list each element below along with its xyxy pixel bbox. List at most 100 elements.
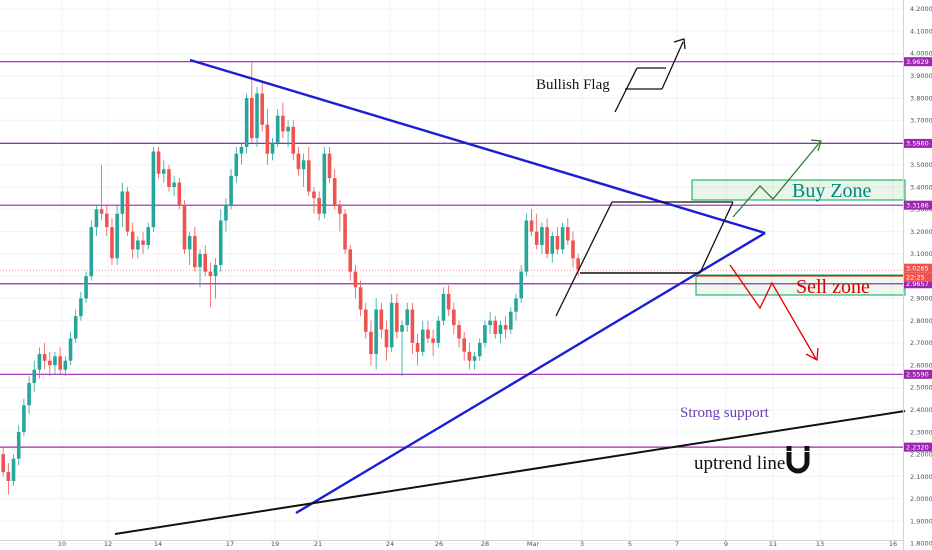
time-tick-label: 21 bbox=[314, 540, 322, 548]
candle-body bbox=[22, 405, 26, 432]
flag-icon-pole bbox=[614, 67, 638, 113]
price-tick-label: 2.1000 bbox=[910, 473, 932, 481]
candle-body bbox=[37, 354, 42, 370]
candle-body bbox=[576, 258, 580, 270]
candle-body bbox=[514, 298, 518, 312]
candle-body bbox=[550, 236, 555, 254]
price-tick-label: 4.0000 bbox=[910, 50, 932, 58]
buy-path[interactable] bbox=[732, 141, 821, 218]
time-tick-label: 9 bbox=[724, 540, 728, 548]
sell-path[interactable] bbox=[729, 264, 817, 360]
candle-body bbox=[384, 329, 389, 348]
candle-body bbox=[431, 338, 435, 343]
buy-arrow-head bbox=[810, 139, 822, 152]
candle-body bbox=[250, 97, 254, 139]
candle-countdown-label: 22:25 bbox=[906, 274, 925, 282]
candle-body bbox=[151, 151, 156, 228]
level-price-label-bg bbox=[904, 369, 932, 379]
candle-body bbox=[141, 240, 145, 245]
level-price-label-bg bbox=[904, 279, 932, 289]
uptrend-line[interactable] bbox=[114, 410, 906, 535]
current-price-label: 3.0265 bbox=[906, 265, 929, 273]
candle-body bbox=[467, 351, 472, 361]
candle-body bbox=[389, 302, 394, 348]
candle-body bbox=[483, 325, 487, 343]
time-tick-label: 24 bbox=[386, 540, 394, 548]
time-axis[interactable]: 10 12 14 17 19 21 24 26 28 Mar 3 5 7 9 11 13 16 bbox=[0, 540, 903, 548]
candle-body bbox=[203, 253, 207, 272]
level-price-label: 2.2320 bbox=[906, 443, 929, 451]
annotations: Bullish Flag Buy Zone Sell zone Strong s… bbox=[536, 77, 872, 474]
candle-body bbox=[120, 191, 125, 214]
uptrend-line-label: uptrend line bbox=[694, 453, 785, 474]
candle-body bbox=[84, 276, 88, 299]
price-tick-label: 3.2000 bbox=[910, 228, 932, 236]
candle-body bbox=[193, 236, 197, 268]
candle-body bbox=[348, 249, 353, 272]
level-price-label: 2.5590 bbox=[906, 371, 929, 379]
candle-body bbox=[540, 227, 544, 245]
candle-body bbox=[208, 271, 213, 277]
candle-body bbox=[441, 293, 446, 321]
price-tick-label: 2.3000 bbox=[910, 428, 932, 436]
time-tick-label: 11 bbox=[769, 540, 777, 548]
candle-body bbox=[555, 236, 560, 250]
candle-body bbox=[560, 227, 565, 250]
candle-body bbox=[545, 227, 549, 254]
candle-body bbox=[198, 253, 202, 268]
buy-zone-label: Buy Zone bbox=[792, 180, 872, 202]
buy-zone-box[interactable] bbox=[691, 179, 906, 201]
candle-body bbox=[172, 182, 176, 188]
candle-countdown-label-bg bbox=[904, 272, 932, 282]
candle-body bbox=[27, 382, 31, 406]
candle-body bbox=[477, 342, 482, 357]
candle-body bbox=[167, 169, 171, 188]
level-lines bbox=[0, 61, 903, 448]
time-tick-label: 3 bbox=[580, 540, 584, 548]
candle-body bbox=[457, 325, 461, 339]
triangle-upper-line[interactable] bbox=[189, 58, 766, 235]
candle-body bbox=[353, 271, 358, 288]
candle-body bbox=[529, 220, 534, 232]
candle-body bbox=[229, 175, 233, 205]
candle-body bbox=[265, 124, 270, 154]
price-tick-label: 3.5000 bbox=[910, 161, 932, 169]
candle-body bbox=[452, 309, 456, 326]
candle-body bbox=[11, 458, 16, 481]
time-tick-label: 5 bbox=[628, 540, 632, 548]
candle-body bbox=[493, 320, 498, 335]
grid bbox=[0, 0, 903, 544]
price-tick-label: 2.0000 bbox=[910, 495, 932, 503]
candle-body bbox=[395, 302, 399, 332]
candle-body bbox=[327, 153, 332, 179]
candle-body bbox=[42, 354, 47, 361]
candle-body bbox=[379, 309, 384, 330]
candle-body bbox=[462, 338, 466, 352]
candle-body bbox=[94, 209, 99, 228]
price-tick-label: 1.8000 bbox=[910, 540, 932, 548]
time-tick-label: 7 bbox=[675, 540, 679, 548]
candle-body bbox=[63, 360, 68, 370]
candle-body bbox=[296, 153, 301, 170]
candle-body bbox=[73, 316, 78, 339]
candle-body bbox=[415, 342, 420, 352]
candle-body bbox=[239, 146, 244, 154]
flag-pole[interactable] bbox=[555, 201, 613, 317]
price-tick-label: 3.4000 bbox=[910, 183, 932, 191]
flag-right-edge[interactable] bbox=[699, 201, 734, 274]
price-tick-label: 4.2000 bbox=[910, 5, 932, 13]
level-price-label: 3.9629 bbox=[906, 58, 929, 66]
price-tick-label: 1.9000 bbox=[910, 517, 932, 525]
candle-body bbox=[182, 204, 187, 250]
level-price-label: 2.9657 bbox=[906, 280, 929, 288]
candle-body bbox=[358, 287, 363, 310]
bullish-flag-label: Bullish Flag bbox=[536, 77, 610, 93]
time-tick-label: 19 bbox=[271, 540, 279, 548]
triangle-lower-line[interactable] bbox=[295, 231, 766, 515]
price-tick-label: 4.1000 bbox=[910, 27, 932, 35]
candle-body bbox=[426, 329, 430, 339]
candle-body bbox=[125, 191, 130, 232]
strong-support-label: Strong support bbox=[680, 405, 770, 421]
